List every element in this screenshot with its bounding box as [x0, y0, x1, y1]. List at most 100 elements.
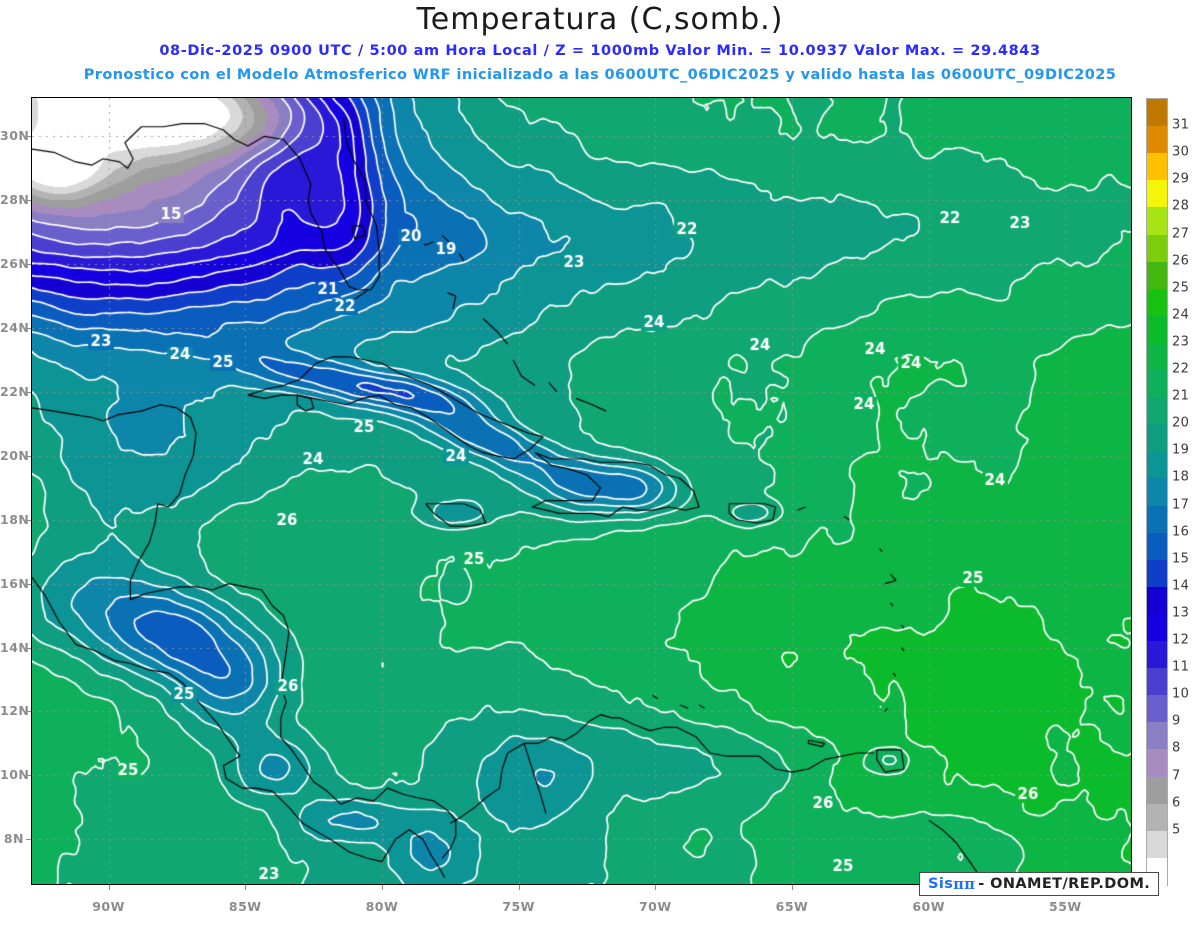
colorbar-band	[1147, 505, 1167, 534]
colorbar-band	[1147, 397, 1167, 425]
subtitle-valid-time: 08-Dic-2025 0900 UTC / 5:00 am Hora Loca…	[159, 43, 1041, 59]
colorbar-tick-label: 26	[1172, 253, 1190, 269]
colorbar-tick-label: 21	[1172, 388, 1190, 404]
lon-tick-label: 90W	[92, 899, 125, 914]
lat-tick	[26, 711, 31, 713]
colorbar-band	[1147, 803, 1167, 832]
colorbar-tick-label: 7	[1172, 768, 1181, 784]
colorbar-band	[1147, 586, 1167, 615]
logo-agency-text: - ONAMET/REP.DOM.	[978, 876, 1151, 892]
colorbar-band	[1147, 261, 1167, 290]
lon-tick-label: 85W	[228, 899, 262, 914]
colorbar-band	[1147, 478, 1167, 507]
colorbar-tick-label: 11	[1172, 659, 1190, 675]
colorbar-band	[1147, 424, 1167, 452]
lat-tick	[26, 839, 31, 841]
lat-tick	[26, 455, 31, 457]
colorbar-tick-label: 14	[1172, 578, 1190, 594]
colorbar-tick-label: 22	[1172, 361, 1190, 377]
lon-tick	[381, 885, 383, 890]
colorbar-tick-label: 27	[1172, 226, 1190, 242]
lon-tick	[518, 885, 520, 890]
lon-tick-label: 80W	[365, 899, 399, 914]
colorbar-tick-label: 30	[1172, 144, 1190, 160]
lat-tick-label: 24N	[0, 320, 30, 336]
colorbar-band	[1147, 668, 1167, 696]
colorbar-band	[1147, 342, 1167, 371]
temperature-map[interactable]	[31, 97, 1132, 885]
lat-tick-label: 14N	[0, 639, 30, 655]
colorbar-band	[1147, 180, 1167, 208]
lon-tick	[655, 885, 657, 890]
colorbar-band	[1147, 749, 1167, 778]
lat-tick	[26, 647, 31, 649]
lat-tick-label: 12N	[0, 703, 30, 719]
lat-tick	[26, 583, 31, 585]
lat-tick-label: 28N	[0, 192, 30, 208]
lat-tick-label: 20N	[0, 447, 30, 463]
colorbar-band	[1147, 370, 1167, 398]
colorbar-band	[1147, 559, 1167, 588]
colorbar-tick-label: 17	[1172, 497, 1190, 513]
colorbar-band	[1147, 207, 1167, 236]
colorbar-tick-label: 19	[1172, 442, 1190, 458]
lat-tick	[26, 775, 31, 777]
colorbar-tick-label: 12	[1172, 632, 1190, 648]
colorbar-tick-label: 18	[1172, 469, 1190, 485]
colorbar-tick-label: 31	[1172, 117, 1190, 133]
lon-tick	[108, 885, 110, 890]
colorbar-band	[1147, 451, 1167, 480]
temperature-colorbar[interactable]	[1146, 98, 1168, 886]
lat-tick	[26, 136, 31, 138]
lon-tick	[245, 885, 247, 890]
lat-tick	[26, 391, 31, 393]
chart-header: Temperatura (C,somb.) 08-Dic-2025 0900 U…	[0, 0, 1200, 95]
colorbar-band	[1147, 776, 1167, 805]
colorbar-band	[1147, 126, 1167, 154]
lon-tick-label: 75W	[502, 899, 535, 914]
colorbar-tick-label: 6	[1172, 795, 1181, 811]
colorbar-tick-label: 29	[1172, 171, 1190, 187]
lat-tick	[26, 519, 31, 521]
page-title: Temperatura (C,somb.)	[416, 2, 784, 37]
colorbar-tick-label: 10	[1172, 686, 1190, 702]
logo-tt-icon: ππ	[953, 875, 976, 893]
colorbar-tick-label: 25	[1172, 280, 1190, 296]
colorbar-band	[1147, 99, 1167, 127]
colorbar-tick-label: 15	[1172, 551, 1190, 567]
colorbar-tick-label: 9	[1172, 713, 1181, 729]
colorbar-tick-label: 24	[1172, 307, 1190, 323]
lat-tick-label: 16N	[0, 575, 30, 591]
colorbar-band	[1147, 288, 1167, 317]
colorbar-band	[1147, 695, 1167, 723]
colorbar-band	[1147, 641, 1167, 669]
lon-tick-label: 60W	[912, 899, 946, 914]
logo-sis-text: Sis	[928, 876, 954, 892]
attribution-logo: Sis ππ - ONAMET/REP.DOM.	[919, 872, 1160, 896]
lat-tick	[26, 328, 31, 330]
colorbar-band	[1147, 234, 1167, 263]
colorbar-band	[1147, 722, 1167, 751]
colorbar-tick-label: 8	[1172, 740, 1181, 756]
colorbar-band	[1147, 315, 1167, 344]
lat-tick-label: 30N	[0, 128, 30, 144]
lat-tick	[26, 264, 31, 266]
subtitle-model-info: Pronostico con el Modelo Atmosferico WRF…	[83, 67, 1117, 83]
colorbar-tick-label: 5	[1172, 822, 1181, 838]
colorbar-band	[1147, 532, 1167, 561]
colorbar-tick-label: 28	[1172, 198, 1190, 214]
map-raster	[32, 98, 1131, 884]
colorbar-band	[1147, 613, 1167, 642]
lon-tick-label: 70W	[638, 899, 672, 914]
colorbar-band	[1147, 153, 1167, 181]
lat-tick-label: 10N	[0, 767, 30, 783]
lat-tick-label: 18N	[0, 511, 30, 527]
lon-tick-label: 55W	[1049, 899, 1082, 914]
colorbar-tick-label: 23	[1172, 334, 1190, 350]
colorbar-band	[1147, 830, 1167, 859]
lon-tick	[792, 885, 793, 890]
lon-tick-label: 65W	[775, 899, 809, 914]
colorbar-tick-label: 13	[1172, 605, 1190, 621]
lat-tick-label: 22N	[0, 383, 30, 399]
lat-tick-label: 8N	[3, 831, 24, 847]
